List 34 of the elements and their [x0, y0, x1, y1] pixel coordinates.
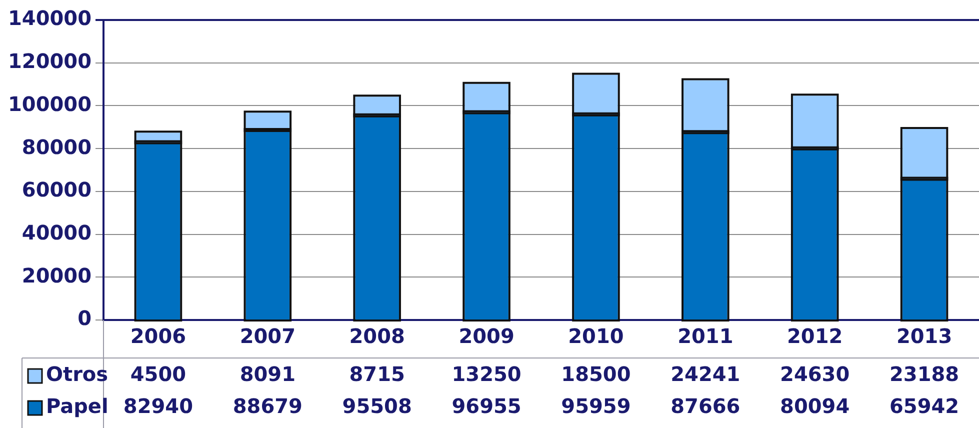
data-label: 24630	[780, 362, 850, 386]
data-label: 23188	[889, 362, 960, 386]
x-tick-label: 2006	[130, 324, 186, 348]
y-tick-label: 60000	[22, 178, 92, 202]
data-label: 88679	[232, 394, 302, 418]
data-label: 87666	[670, 394, 740, 418]
data-label: 80094	[780, 394, 850, 418]
x-tick-label: 2012	[787, 324, 843, 348]
x-tick-label: 2011	[678, 324, 734, 348]
data-label: 13250	[452, 362, 522, 386]
data-label: 95959	[561, 394, 631, 418]
y-tick-label: 0	[78, 306, 92, 330]
data-label: 4500	[130, 362, 186, 386]
data-label: 8715	[349, 362, 405, 386]
legend-label: Papel	[46, 394, 108, 418]
x-tick-label: 2008	[349, 324, 405, 348]
x-tick-label: 2007	[240, 324, 296, 348]
legend-label: Otros	[46, 362, 108, 386]
data-label: 8091	[240, 362, 296, 386]
y-tick-label: 40000	[22, 220, 92, 244]
y-tick-label: 140000	[8, 6, 92, 30]
data-label: 82940	[123, 394, 194, 418]
x-tick-label: 2010	[568, 324, 624, 348]
x-tick-label: 2013	[896, 324, 952, 348]
data-label: 24241	[670, 362, 740, 386]
y-tick-label: 100000	[8, 92, 92, 116]
data-label: 95508	[342, 394, 412, 418]
y-tick-label: 80000	[22, 134, 92, 159]
y-tick-label: 120000	[8, 49, 92, 74]
y-tick-label: 20000	[22, 263, 92, 288]
data-label: 65942	[889, 394, 960, 418]
data-label: 96955	[452, 394, 522, 418]
data-label: 18500	[561, 362, 631, 386]
x-tick-label: 2009	[458, 324, 514, 348]
